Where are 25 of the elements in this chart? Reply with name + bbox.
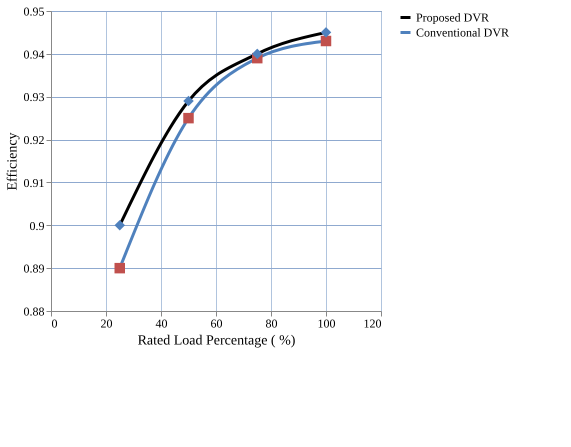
point [252, 48, 262, 60]
point [320, 27, 332, 38]
y-tick-label: 0.92 [24, 133, 44, 148]
legend-label: Conventional DVR [416, 26, 509, 40]
y-axis-title: Efficiency [6, 132, 20, 191]
x-tick-label: 0 [52, 316, 58, 330]
point [183, 96, 194, 106]
x-tick-label: 100 [318, 316, 336, 330]
x-tick-label: 80 [266, 316, 278, 330]
y-tick-label: 0.88 [24, 304, 44, 318]
y-tick-label: 0.89 [24, 262, 44, 276]
legend-label: Proposed DVR [416, 10, 490, 24]
y-tick-label: 0.9 [30, 218, 44, 233]
x-tick-label: 20 [100, 316, 112, 330]
x-tick-label: 120 [364, 316, 382, 330]
y-tick-label: 0.94 [24, 47, 44, 62]
point [183, 112, 194, 124]
x-axis-title: Rated Load Percentage ( %) [138, 334, 296, 348]
x-tick-label: 40 [156, 316, 168, 330]
point [114, 220, 125, 231]
y-tick-label: 0.93 [24, 90, 44, 104]
y-tick-label: 0.95 [24, 4, 44, 18]
y-tick-label: 0.91 [24, 176, 44, 190]
x-tick-label: 60 [210, 316, 222, 330]
point [114, 262, 125, 274]
